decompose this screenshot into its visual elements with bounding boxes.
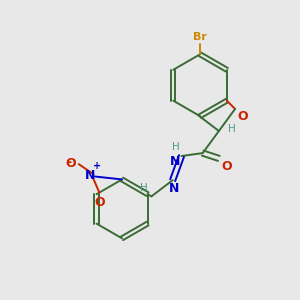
Text: H: H xyxy=(228,124,236,134)
Text: O: O xyxy=(221,160,232,173)
Text: N: N xyxy=(169,182,179,195)
Text: H: H xyxy=(172,142,180,152)
Text: H: H xyxy=(140,183,148,193)
Text: Br: Br xyxy=(193,32,207,42)
Text: O: O xyxy=(237,110,248,123)
Text: N: N xyxy=(85,169,95,182)
Text: O: O xyxy=(66,157,76,170)
Text: O: O xyxy=(94,196,105,208)
Text: N: N xyxy=(169,155,180,168)
Text: -: - xyxy=(66,156,71,169)
Text: +: + xyxy=(93,161,101,171)
